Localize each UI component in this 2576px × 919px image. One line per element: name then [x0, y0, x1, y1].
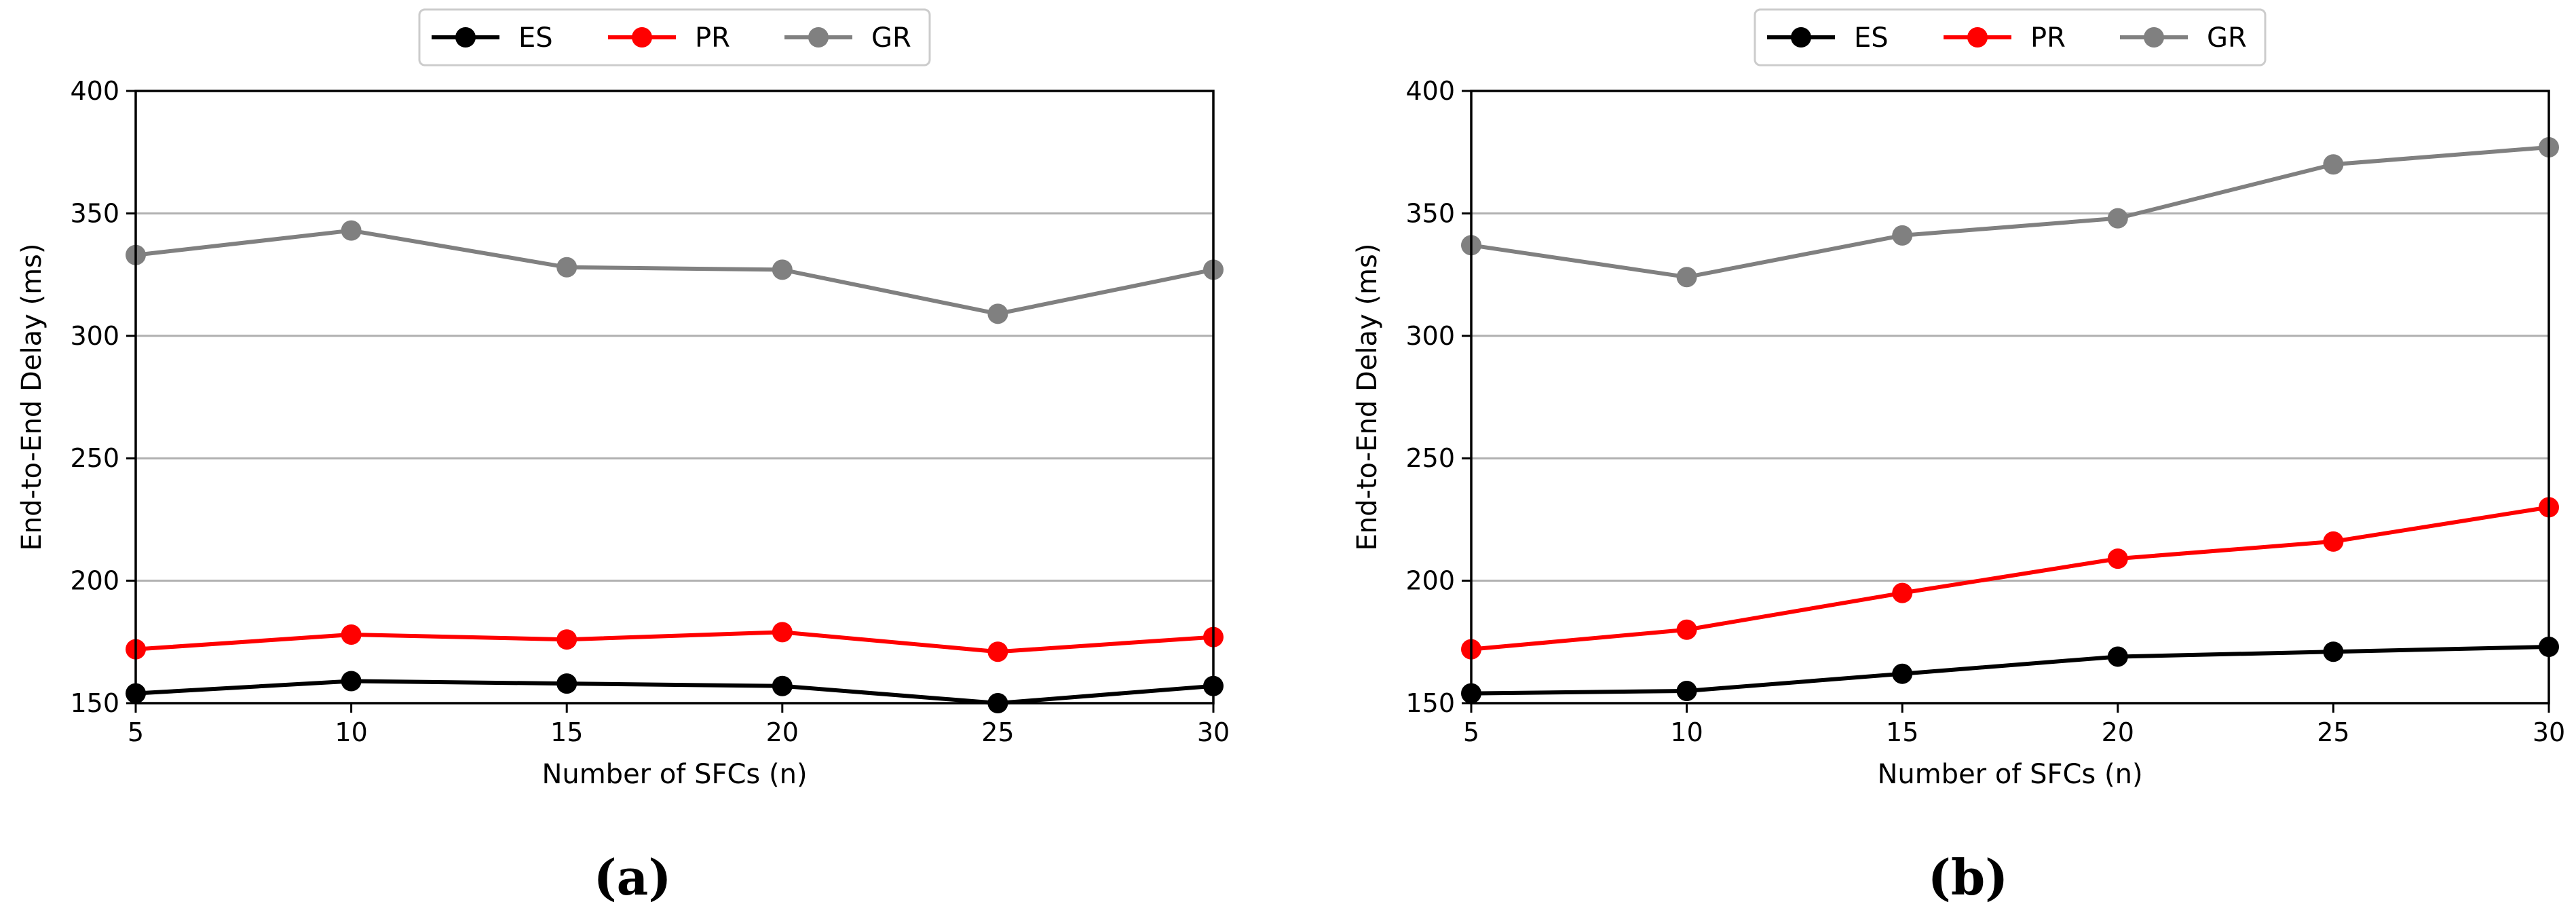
- series-line-es: [1471, 645, 2550, 696]
- data-point-gr: [1892, 225, 1913, 246]
- x-tick-label: 10: [335, 717, 367, 747]
- data-point-es: [2107, 646, 2128, 667]
- data-point-gr: [2323, 154, 2344, 175]
- plot-frame: [1470, 90, 2550, 705]
- chart-panel-a: 5 10 15 20 25 30 150 200 250 300 350 400 Number of S…: [16, 8, 1230, 906]
- legend-label-es: ES: [518, 22, 553, 54]
- x-tick-label: 20: [766, 717, 799, 747]
- plot-frame: [134, 90, 1215, 705]
- y-tick-label: 300: [1405, 321, 1455, 351]
- data-point-pr: [1676, 619, 1697, 640]
- x-tick-label: 20: [2102, 717, 2134, 747]
- legend: ES PR GR: [418, 8, 931, 67]
- y-tick-label: 250: [70, 443, 119, 473]
- y-tick-label: 150: [70, 688, 119, 718]
- legend-label-gr: GR: [2207, 22, 2247, 54]
- data-point-pr: [341, 624, 362, 645]
- panel-caption: (a): [594, 848, 672, 906]
- y-tick-label: 350: [1405, 198, 1455, 228]
- x-axis-label: Number of SFCs (n): [1877, 759, 2142, 790]
- data-point-gr: [987, 303, 1008, 324]
- y-tick-label: 350: [70, 198, 119, 228]
- x-tick-label: 10: [1670, 717, 1703, 747]
- y-tick-label: 400: [70, 76, 119, 106]
- data-point-pr: [1892, 582, 1913, 603]
- x-tick-label: 5: [1463, 717, 1479, 747]
- series-line-pr: [135, 630, 1214, 654]
- x-tick-label: 25: [981, 717, 1014, 747]
- data-point-pr: [556, 629, 577, 650]
- data-point-es: [772, 675, 793, 696]
- legend-marker-gr: [808, 27, 829, 48]
- data-point-gr: [556, 257, 577, 278]
- data-point-pr: [987, 641, 1008, 662]
- data-point-es: [2323, 641, 2344, 662]
- y-axis-label: End-to-End Delay (ms): [1352, 244, 1383, 551]
- legend-label-pr: PR: [2030, 22, 2066, 54]
- panel-caption: (b): [1928, 848, 2008, 906]
- y-tick-label: 200: [70, 566, 119, 596]
- y-tick-label: 150: [1405, 688, 1455, 718]
- x-tick-label: 30: [2533, 717, 2565, 747]
- series-line-es: [135, 679, 1214, 705]
- legend-marker-es: [1791, 27, 1811, 48]
- data-point-gr: [341, 220, 362, 241]
- data-point-es: [341, 671, 362, 692]
- y-tick-label: 300: [70, 321, 119, 351]
- series-line-gr: [135, 228, 1214, 316]
- x-tick-label: 5: [128, 717, 144, 747]
- legend-label-es: ES: [1854, 22, 1889, 54]
- legend-label-gr: GR: [871, 22, 911, 54]
- x-tick-label: 30: [1197, 717, 1230, 747]
- legend-marker-pr: [632, 27, 652, 48]
- data-point-pr: [772, 622, 793, 643]
- legend: ES PR GR: [1754, 8, 2267, 67]
- x-axis-label: Number of SFCs (n): [542, 759, 807, 790]
- chart-panel-b: 5 10 15 20 25 30 150 200 250 300 350 400 Number of S…: [1352, 8, 2565, 906]
- legend-marker-es: [455, 27, 476, 48]
- y-tick-label: 400: [1405, 76, 1455, 106]
- data-point-pr: [2107, 548, 2128, 569]
- data-point-pr: [2323, 531, 2344, 552]
- series-line-pr: [1471, 505, 2550, 652]
- x-tick-label: 15: [1886, 717, 1918, 747]
- data-point-es: [556, 673, 577, 694]
- legend-marker-gr: [2144, 27, 2164, 48]
- y-tick-label: 200: [1405, 566, 1455, 596]
- y-axis-label: End-to-End Delay (ms): [16, 244, 48, 551]
- data-point-es: [1892, 663, 1913, 684]
- data-point-gr: [2107, 208, 2128, 229]
- y-tick-label: 250: [1405, 443, 1455, 473]
- data-point-gr: [1676, 267, 1697, 288]
- x-tick-label: 25: [2317, 717, 2349, 747]
- series-line-gr: [1471, 145, 2550, 280]
- data-point-es: [1676, 680, 1697, 701]
- legend-label-pr: PR: [695, 22, 730, 54]
- legend-marker-pr: [1967, 27, 1988, 48]
- data-point-gr: [772, 259, 793, 280]
- x-tick-label: 15: [550, 717, 583, 747]
